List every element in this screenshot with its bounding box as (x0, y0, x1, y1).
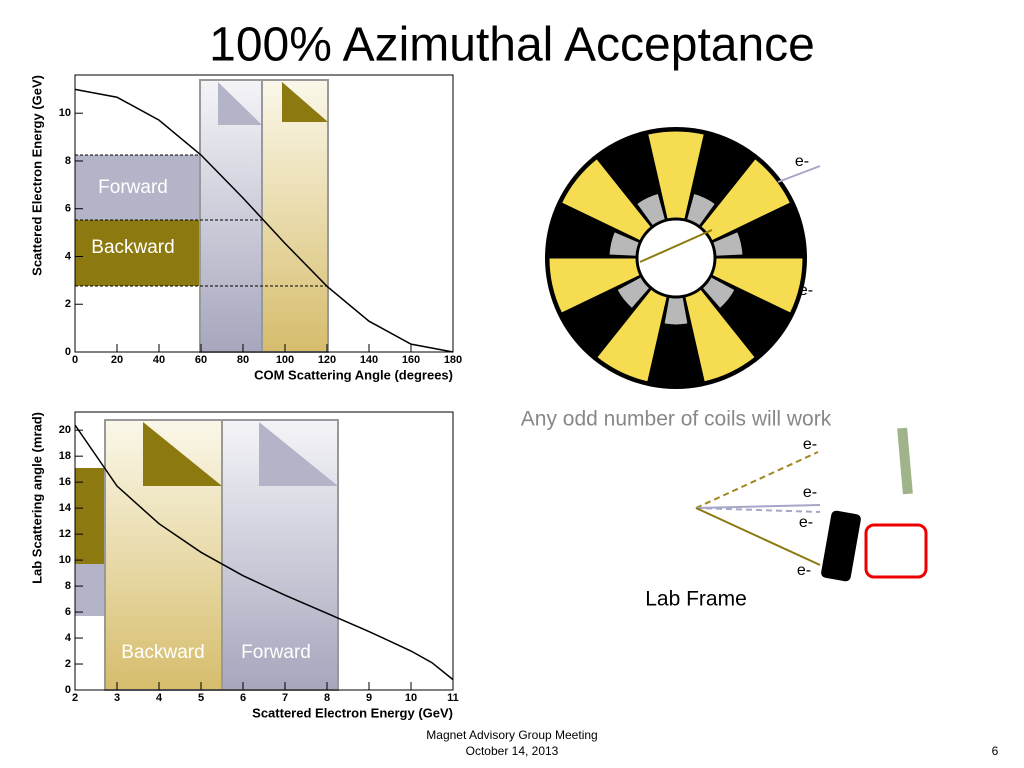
coil-caption: Any odd number of coils will work (521, 408, 832, 431)
x-tick-label: 40 (153, 354, 165, 366)
y-tick-label: 10 (59, 554, 71, 566)
x-axis-label: Scattered Electron Energy (GeV) (252, 705, 453, 720)
coil-sector (635, 192, 666, 227)
lab-label: e- (799, 514, 813, 531)
x-tick-label: 0 (72, 354, 78, 366)
coil-sector (663, 296, 689, 326)
footer-meeting: Magnet Advisory Group Meeting (426, 728, 597, 742)
x-tick-label: 9 (366, 692, 372, 704)
y-tick-label: 16 (59, 476, 71, 488)
x-axis-label: COM Scattering Angle (degrees) (254, 367, 453, 382)
x-tick-label: 5 (198, 692, 204, 704)
x-tick-label: 180 (444, 354, 462, 366)
x-tick-label: 60 (195, 354, 207, 366)
y-tick-label: 0 (65, 346, 71, 358)
x-tick-label: 4 (156, 692, 163, 704)
coil-sector (548, 257, 641, 314)
arrow (777, 165, 821, 183)
y-tick-label: 4 (65, 632, 72, 644)
overlay-1 (75, 79, 329, 353)
coil-label: e- (795, 153, 809, 170)
x-tick-label: 80 (237, 354, 249, 366)
coil-bore (637, 219, 715, 297)
y-tick-label: 2 (65, 658, 71, 670)
y-tick-label: 8 (65, 155, 71, 167)
data-line (74, 424, 454, 681)
coil-sector (701, 276, 736, 310)
x-tick-label: 120 (318, 354, 336, 366)
overlay-label: Backward (121, 642, 204, 663)
coil-sector (700, 158, 792, 242)
coil-sector (596, 288, 668, 383)
lab-frame (695, 427, 928, 582)
coil-label: e- (799, 282, 813, 299)
y-tick-label: 6 (65, 203, 71, 215)
lab-caption: Lab Frame (645, 588, 747, 611)
overlay-2 (75, 419, 339, 691)
y-axis-label: Scattered Electron Energy (GeV) (29, 75, 44, 276)
x-tick-label: 11 (447, 692, 459, 704)
coil-diagram (535, 122, 827, 398)
y-tick-label: 20 (59, 424, 71, 436)
lab-label: e- (797, 562, 811, 579)
coil-sector (616, 276, 651, 310)
y-tick-label: 6 (65, 606, 71, 618)
y-tick-label: 0 (65, 684, 71, 696)
lab-label: e- (803, 484, 817, 501)
x-tick-label: 20 (111, 354, 123, 366)
x-tick-label: 7 (282, 692, 288, 704)
coil-sector (608, 231, 640, 257)
overlay-label: Backward (91, 237, 174, 258)
y-tick-label: 14 (59, 502, 72, 514)
y-tick-label: 8 (65, 580, 71, 592)
y-tick-label: 18 (59, 450, 71, 462)
x-tick-label: 160 (402, 354, 420, 366)
coil-sector (712, 231, 744, 257)
coil-sector (686, 192, 717, 227)
page-number: 6 (992, 744, 999, 758)
x-tick-label: 6 (240, 692, 246, 704)
track (639, 229, 713, 263)
y-tick-label: 4 (65, 250, 72, 262)
footer-date: October 14, 2013 (466, 744, 559, 758)
y-tick-label: 10 (59, 107, 71, 119)
x-tick-label: 3 (114, 692, 120, 704)
overlay-label: Forward (241, 642, 311, 663)
overlay-label: Forward (98, 177, 168, 198)
plot-frame (74, 74, 454, 353)
slide-title: 100% Azimuthal Acceptance (209, 19, 815, 72)
coil-sector (684, 288, 756, 383)
data-line (74, 88, 454, 353)
y-axis-label: Lab Scattering angle (mrad) (29, 412, 44, 584)
x-tick-label: 2 (72, 692, 78, 704)
plot-frame (74, 411, 454, 691)
x-tick-label: 10 (405, 692, 417, 704)
coil-sector (560, 158, 652, 242)
lab-label: e- (803, 436, 817, 453)
x-tick-label: 140 (360, 354, 378, 366)
y-tick-label: 2 (65, 298, 71, 310)
x-tick-label: 100 (276, 354, 294, 366)
coil-sector (647, 130, 705, 220)
y-tick-label: 12 (59, 528, 71, 540)
x-tick-label: 8 (324, 692, 330, 704)
coil-sector (711, 257, 804, 314)
